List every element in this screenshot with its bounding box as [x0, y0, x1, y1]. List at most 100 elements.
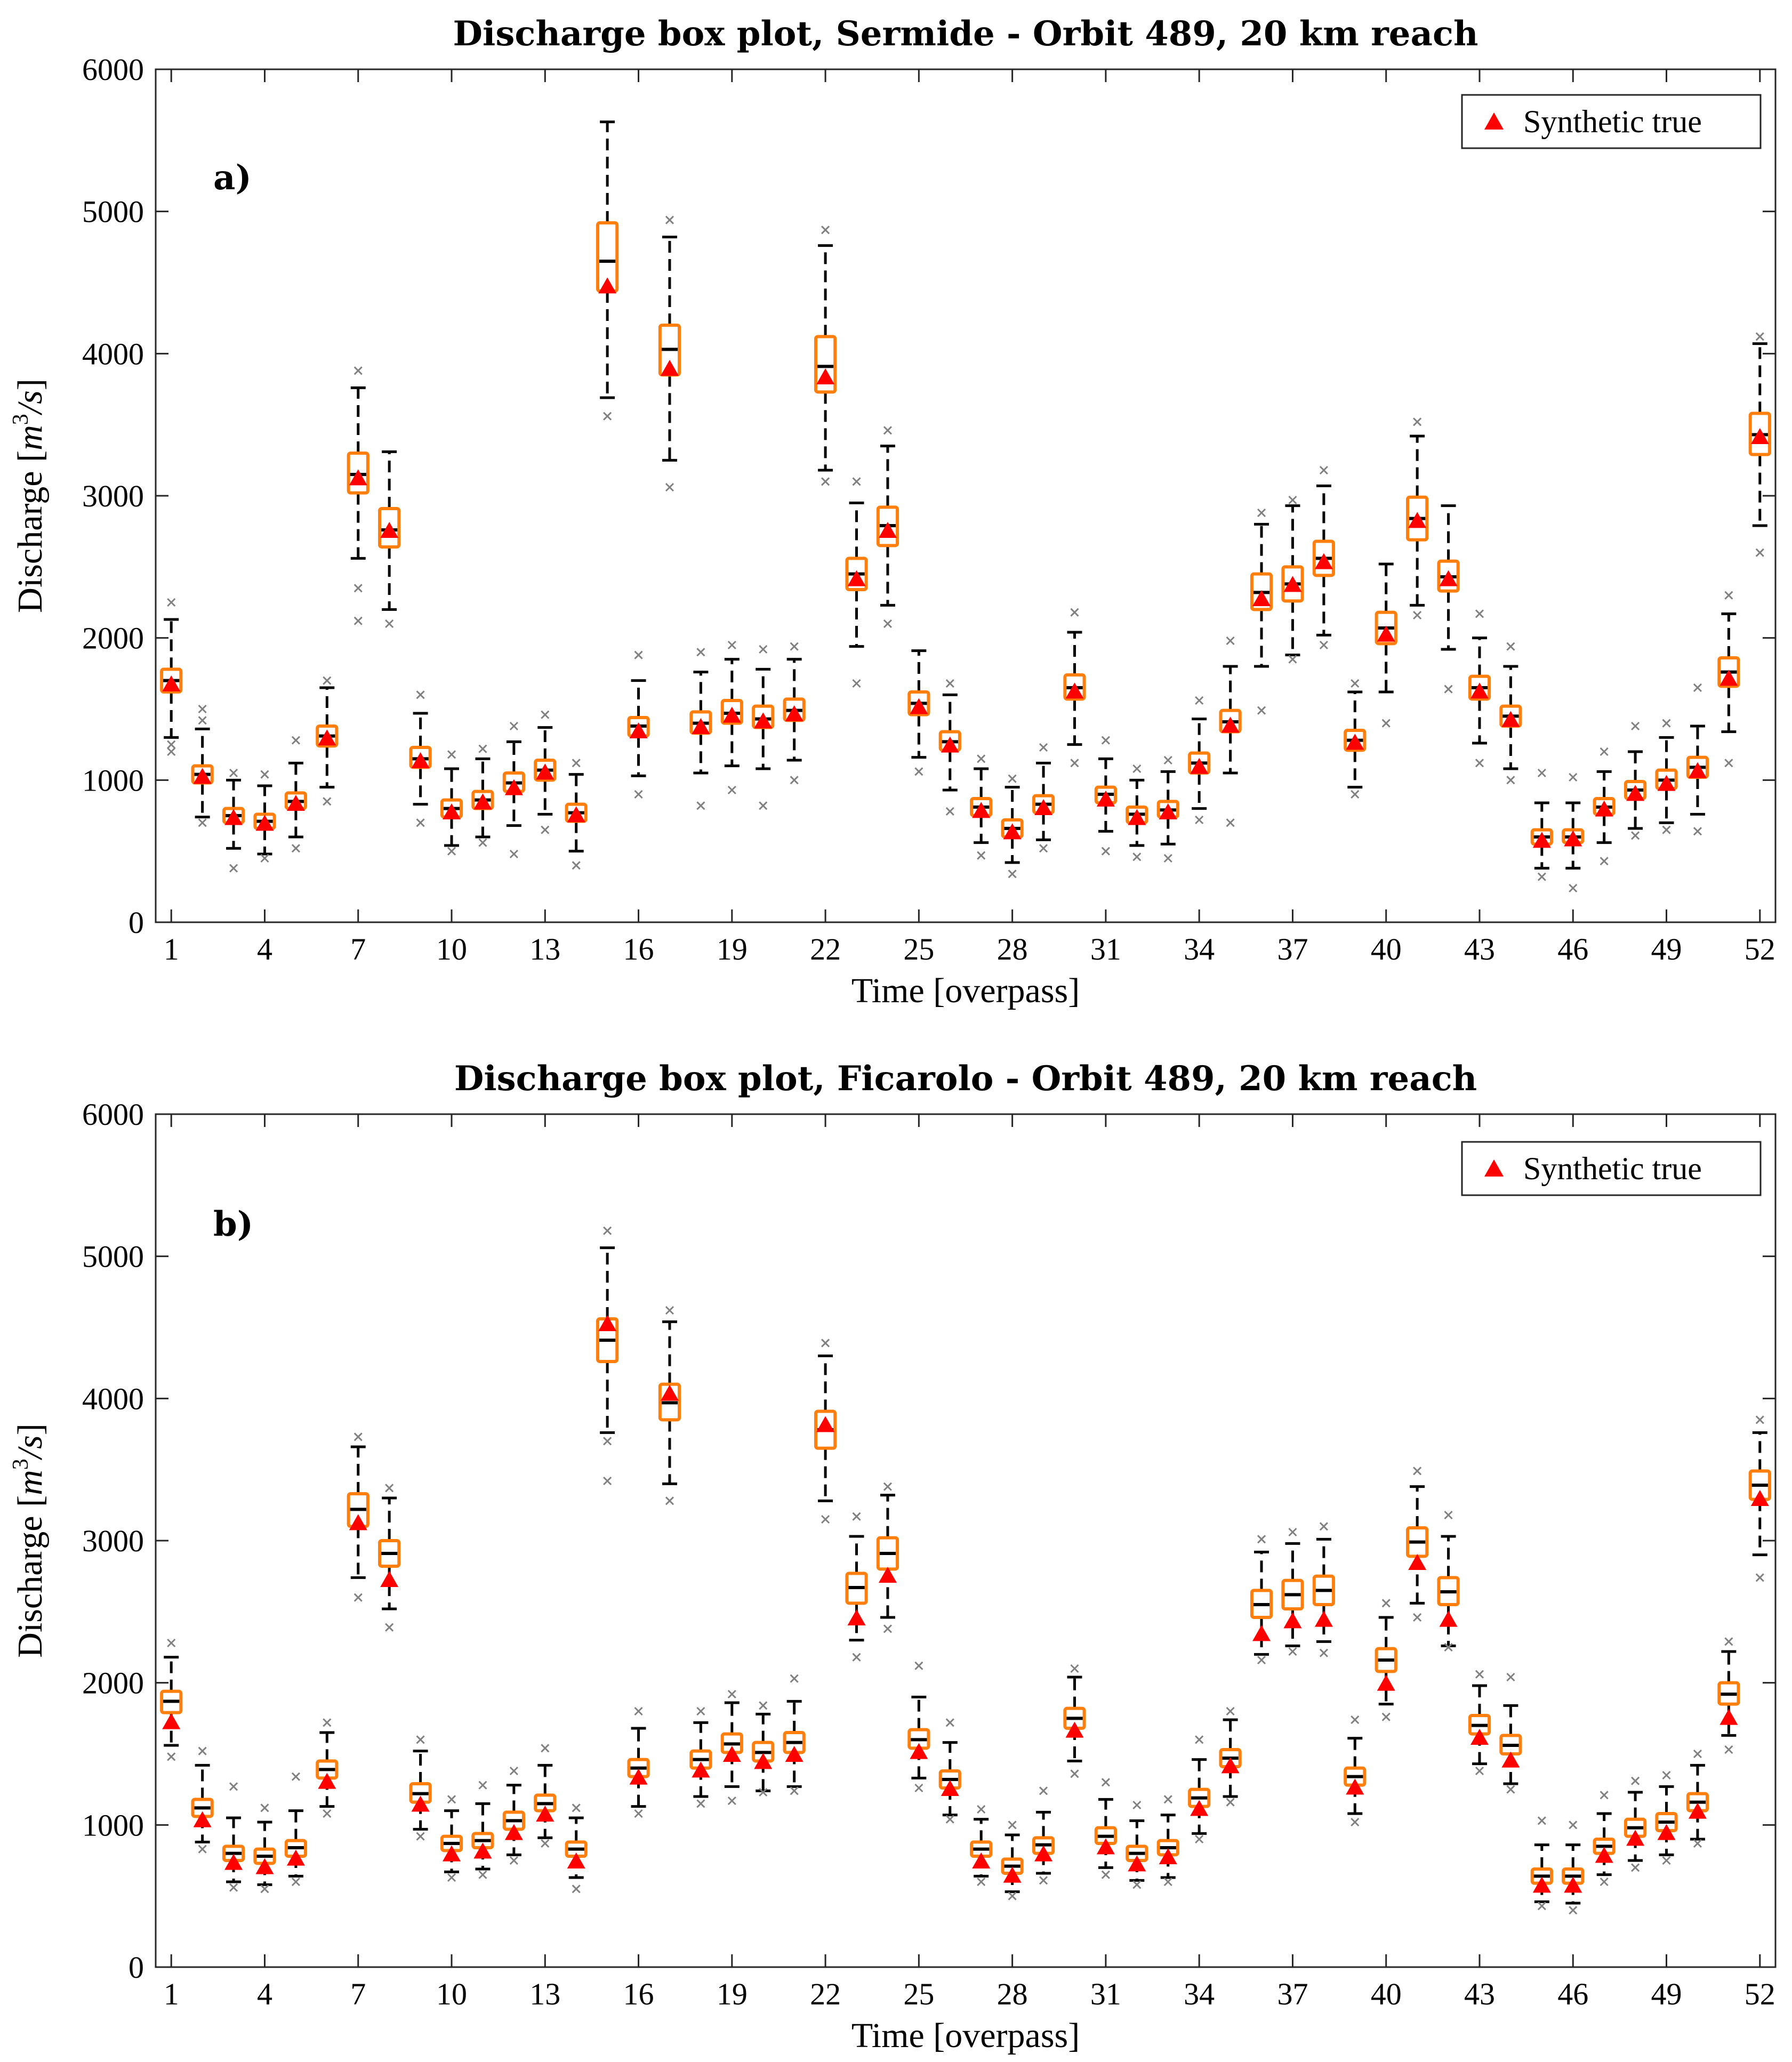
outlier-marker — [260, 1803, 269, 1813]
outlier-marker — [945, 1718, 954, 1727]
outlier-stroke — [1288, 495, 1297, 505]
outlier-stroke — [1319, 465, 1328, 475]
box-overpass-24 — [876, 426, 899, 629]
outlier-marker — [1008, 1891, 1017, 1900]
outlier-stroke — [790, 642, 799, 651]
y-axis-label-unit: m — [11, 1470, 50, 1495]
outlier-stroke — [1195, 696, 1204, 705]
outlier-marker — [1537, 872, 1546, 881]
outlier-stroke — [1163, 853, 1172, 863]
x-tick-label: 52 — [1745, 932, 1775, 966]
synthetic-true-marker — [411, 1795, 430, 1812]
outlier-stroke — [291, 736, 300, 745]
outlier-marker — [1600, 1791, 1609, 1800]
box-overpass-25 — [907, 1661, 930, 1793]
synthetic-true-marker — [1283, 1612, 1302, 1629]
outlier-marker — [1319, 465, 1328, 475]
box-overpass-17 — [658, 1306, 681, 1505]
outlier-marker — [1319, 1648, 1328, 1657]
x-tick-label: 49 — [1651, 1977, 1682, 2011]
synthetic-true-marker — [1564, 1876, 1582, 1893]
x-tick-label: 19 — [717, 1977, 748, 2011]
outlier-stroke — [696, 1706, 705, 1716]
outlier-stroke — [883, 426, 893, 435]
x-tick-label: 25 — [903, 1977, 934, 2011]
box-overpass-50 — [1686, 1749, 1709, 1848]
outlier-marker — [1693, 827, 1702, 836]
outlier-marker — [1444, 1510, 1453, 1520]
x-tick-label: 7 — [350, 1977, 366, 2011]
outlier-marker — [229, 864, 238, 873]
synthetic-true-marker — [629, 722, 648, 738]
synthetic-true-marker — [722, 706, 741, 723]
synthetic-true-marker — [473, 793, 492, 810]
outlier-stroke — [945, 1718, 954, 1727]
synthetic-true-marker — [1750, 1490, 1769, 1506]
outlier-marker — [665, 215, 674, 224]
outlier-marker — [1163, 1795, 1172, 1804]
outlier-stroke — [665, 1306, 674, 1315]
outlier-marker — [1257, 1535, 1266, 1544]
synthetic-true-marker — [660, 1384, 679, 1401]
outlier-stroke — [1755, 1415, 1764, 1424]
outlier-stroke — [883, 1482, 893, 1491]
synthetic-true-marker — [567, 1852, 585, 1868]
outlier-stroke — [1569, 1821, 1578, 1830]
outlier-marker — [1662, 825, 1671, 834]
box-overpass-40 — [1375, 562, 1397, 728]
outlier-stroke — [541, 825, 550, 834]
outlier-stroke — [1381, 719, 1391, 728]
outlier-marker — [198, 818, 207, 827]
outlier-marker — [1755, 1573, 1764, 1582]
outlier-marker — [1039, 1876, 1048, 1885]
box-overpass-51 — [1717, 1637, 1740, 1754]
outlier-marker — [1070, 1664, 1079, 1673]
synthetic-true-marker — [1252, 590, 1271, 606]
outlier-marker — [1351, 1715, 1360, 1725]
x-tick-label: 40 — [1371, 932, 1402, 966]
outlier-marker — [229, 768, 238, 778]
x-tick-label: 10 — [436, 1977, 467, 2011]
outlier-stroke — [509, 1856, 518, 1865]
outlier-marker — [696, 801, 705, 810]
synthetic-true-marker — [193, 1811, 212, 1827]
synthetic-true-marker — [754, 712, 773, 729]
outlier-marker — [790, 1786, 799, 1795]
synthetic-true-marker — [349, 1514, 367, 1531]
outlier-marker — [385, 1484, 394, 1493]
outlier-stroke — [541, 710, 550, 719]
outlier-stroke — [1195, 815, 1204, 825]
outlier-stroke — [385, 1623, 394, 1632]
outlier-stroke — [852, 1653, 861, 1662]
y-tick-label: 4000 — [82, 336, 144, 371]
x-tick-label: 43 — [1464, 1977, 1495, 2011]
outlier-marker — [1413, 610, 1422, 620]
outlier-marker — [821, 225, 830, 235]
outlier-marker — [1600, 1877, 1609, 1887]
outlier-stroke — [1537, 1816, 1546, 1825]
outlier-stroke — [914, 1783, 923, 1793]
synthetic-true-marker — [380, 1571, 399, 1587]
box-overpass-1 — [160, 598, 183, 756]
outlier-marker — [1662, 719, 1671, 728]
outlier-stroke — [509, 721, 518, 731]
outlier-stroke — [1195, 1735, 1204, 1744]
synthetic-true-marker — [536, 1806, 555, 1822]
x-tick-label: 28 — [997, 932, 1028, 966]
outlier-marker — [603, 1437, 612, 1446]
outlier-stroke — [229, 1782, 238, 1791]
outlier-stroke — [1132, 1800, 1142, 1810]
outlier-stroke — [821, 477, 830, 486]
synthetic-true-marker — [660, 360, 679, 376]
outlier-marker — [603, 412, 612, 421]
outlier-stroke — [852, 679, 861, 688]
outlier-marker — [1288, 1647, 1297, 1656]
outlier-stroke — [1631, 831, 1640, 840]
x-tick-label: 28 — [997, 1977, 1028, 2011]
box-overpass-31 — [1094, 1778, 1118, 1879]
outlier-stroke — [167, 1638, 176, 1648]
synthetic-true-marker — [1003, 1866, 1022, 1883]
box-overpass-23 — [845, 477, 868, 688]
outlier-stroke — [1039, 743, 1048, 752]
axes-frame — [155, 68, 1777, 923]
